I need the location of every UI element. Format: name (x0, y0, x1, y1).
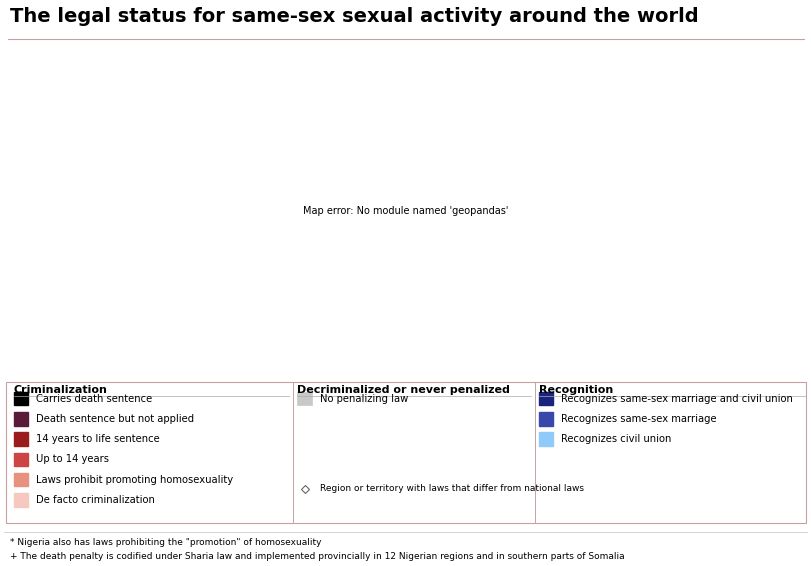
Text: Death sentence but not applied: Death sentence but not applied (36, 414, 194, 424)
Bar (14, 392, 28, 405)
Text: Map error: No module named 'geopandas': Map error: No module named 'geopandas' (303, 206, 508, 216)
Text: Recognition: Recognition (538, 385, 612, 395)
Bar (14, 493, 28, 507)
Bar (538, 392, 552, 405)
Text: Region or territory with laws that differ from national laws: Region or territory with laws that diffe… (320, 484, 583, 493)
Text: Recognizes same-sex marriage: Recognizes same-sex marriage (560, 414, 716, 424)
Text: * Nigeria also has laws prohibiting the "promotion" of homosexuality: * Nigeria also has laws prohibiting the … (11, 538, 322, 547)
Bar (297, 392, 311, 405)
Bar (538, 412, 552, 426)
Text: Carries death sentence: Carries death sentence (36, 394, 152, 404)
Text: + The death penalty is codified under Sharia law and implemented provincially in: + The death penalty is codified under Sh… (11, 552, 624, 561)
Bar (14, 432, 28, 446)
Text: 14 years to life sentence: 14 years to life sentence (36, 434, 160, 444)
Text: The legal status for same-sex sexual activity around the world: The legal status for same-sex sexual act… (10, 7, 697, 25)
Bar (14, 453, 28, 466)
Text: Criminalization: Criminalization (14, 385, 107, 395)
Bar (538, 432, 552, 446)
Text: No penalizing law: No penalizing law (320, 394, 408, 404)
Text: De facto criminalization: De facto criminalization (36, 495, 155, 505)
Text: Laws prohibit promoting homosexuality: Laws prohibit promoting homosexuality (36, 475, 233, 484)
Text: Recognizes same-sex marriage and civil union: Recognizes same-sex marriage and civil u… (560, 394, 792, 404)
Text: Recognizes civil union: Recognizes civil union (560, 434, 671, 444)
Bar (14, 473, 28, 486)
Bar (14, 412, 28, 426)
Text: Decriminalized or never penalized: Decriminalized or never penalized (297, 385, 510, 395)
Text: Up to 14 years: Up to 14 years (36, 454, 109, 465)
